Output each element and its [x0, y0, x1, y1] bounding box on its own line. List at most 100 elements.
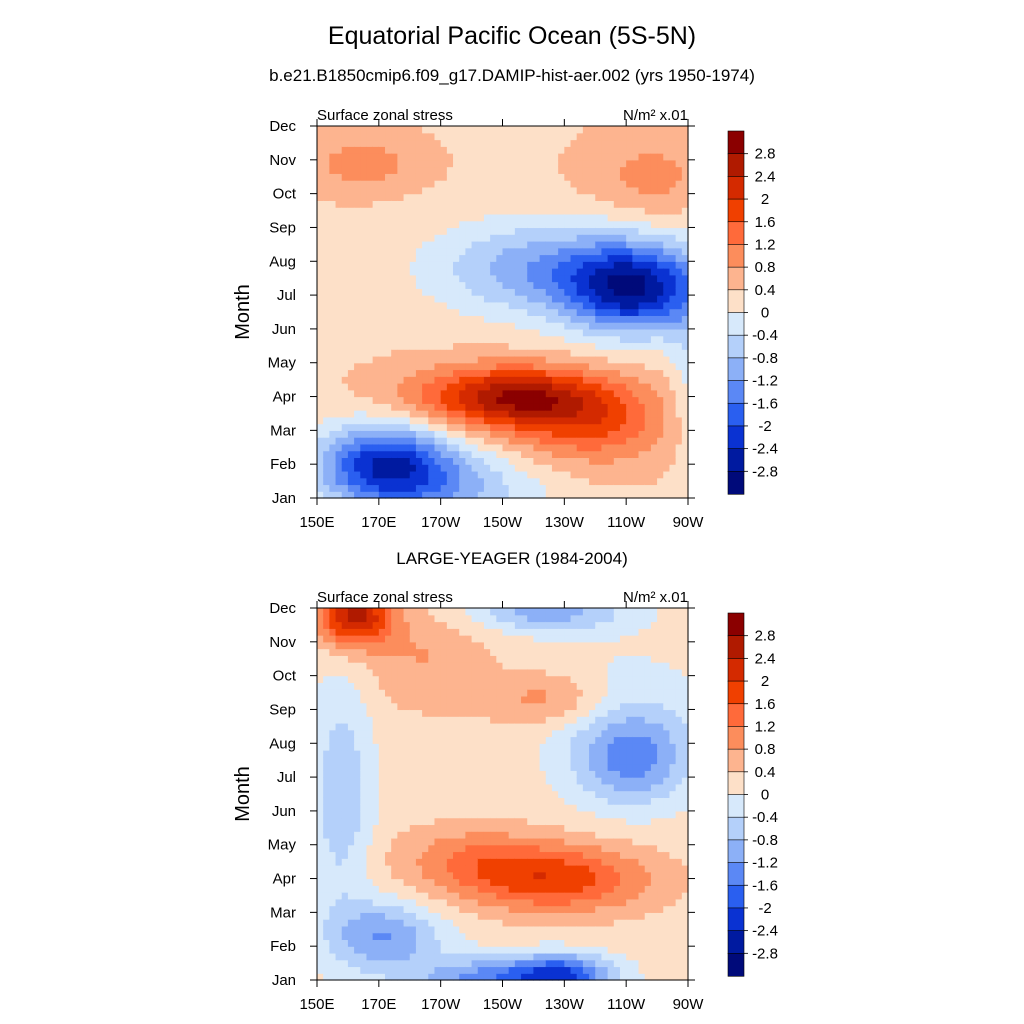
heat-cell — [440, 261, 448, 269]
heat-cell — [341, 450, 349, 459]
heat-cell — [341, 790, 349, 798]
heat-cell — [459, 763, 466, 771]
heat-cell — [391, 662, 398, 670]
heat-cell — [372, 159, 380, 168]
heat-cell — [403, 837, 411, 846]
heat-cell — [366, 608, 374, 616]
heat-cell — [551, 443, 559, 452]
heat-cell — [409, 308, 417, 316]
heat-cell — [335, 186, 343, 195]
heat-cell — [465, 932, 473, 941]
heat-cell — [477, 736, 485, 744]
heat-cell — [465, 450, 473, 459]
heat-cell — [619, 193, 627, 201]
heat-cell — [391, 797, 398, 805]
heat-cell — [483, 295, 491, 303]
heat-cell — [440, 689, 448, 697]
heat-cell — [459, 641, 466, 650]
heat-cell — [391, 878, 398, 886]
heat-cell — [576, 349, 584, 357]
heat-cell — [372, 139, 380, 147]
heat-cell — [632, 213, 640, 222]
heat-cell — [471, 308, 479, 316]
heat-cell — [576, 362, 584, 371]
heat-cell — [366, 810, 374, 819]
heat-cell — [323, 763, 330, 771]
heat-cell — [564, 159, 572, 168]
heat-cell — [385, 648, 392, 656]
heat-cell — [341, 635, 349, 643]
heat-cell — [428, 932, 436, 941]
heat-cell — [459, 912, 466, 920]
heat-cell — [372, 722, 380, 731]
heat-cell — [496, 491, 504, 499]
heat-cell — [453, 308, 460, 316]
heat-cell — [490, 770, 497, 778]
heat-cell — [347, 817, 355, 826]
heat-cell — [354, 389, 361, 398]
heat-cell — [490, 376, 497, 384]
heat-cell — [341, 641, 349, 650]
heat-cell — [440, 457, 448, 465]
heat-cell — [644, 139, 652, 147]
heat-cell — [323, 905, 330, 913]
heat-cell — [619, 254, 627, 262]
heat-cell — [422, 180, 429, 188]
heat-cell — [440, 484, 448, 492]
heat-cell — [650, 301, 658, 310]
heat-cell — [323, 288, 330, 296]
heat-cell — [576, 159, 584, 168]
heat-cell — [385, 234, 392, 242]
heat-cell — [490, 831, 497, 839]
heat-cell — [403, 709, 411, 717]
heat-cell — [465, 716, 473, 724]
heat-cell — [632, 477, 640, 486]
heat-cell — [378, 729, 386, 738]
heat-cell — [490, 925, 497, 934]
heat-cell — [360, 648, 368, 656]
heat-cell — [335, 702, 343, 711]
heat-cell — [613, 470, 621, 479]
heat-cell — [378, 315, 386, 323]
heat-cell — [576, 342, 584, 350]
heat-cell — [527, 234, 535, 242]
heat-cell — [403, 898, 411, 907]
heat-cell — [527, 295, 535, 303]
heat-cell — [440, 240, 448, 249]
heat-cell — [657, 322, 664, 330]
heat-cell — [422, 763, 429, 771]
heat-cell — [354, 777, 361, 785]
heat-cell — [459, 132, 466, 141]
heat-cell — [471, 430, 479, 438]
heat-cell — [440, 729, 448, 738]
heat-cell — [434, 180, 442, 188]
heat-cell — [397, 750, 405, 758]
heat-cell — [415, 477, 423, 486]
heat-cell — [514, 200, 522, 208]
heat-cell — [626, 207, 633, 215]
heat-cell — [551, 126, 559, 134]
heat-cell — [415, 261, 423, 269]
heat-cell — [403, 281, 411, 289]
heat-cell — [329, 635, 337, 643]
heat-cell — [533, 261, 541, 269]
heat-cell — [378, 126, 386, 134]
heat-cell — [465, 831, 473, 839]
heat-cell — [360, 491, 368, 499]
heat-cell — [483, 682, 491, 690]
heat-cell — [391, 470, 398, 479]
heat-cell — [403, 342, 411, 350]
heat-cell — [508, 457, 516, 465]
heat-cell — [391, 743, 398, 751]
heat-cell — [483, 675, 491, 683]
heat-cell — [372, 885, 380, 893]
heat-cell — [317, 804, 324, 812]
heat-cell — [409, 132, 417, 141]
heat-cell — [434, 959, 442, 968]
heat-cell — [341, 756, 349, 765]
heat-cell — [366, 464, 374, 472]
heat-cell — [638, 383, 646, 391]
heat-cell — [329, 729, 337, 738]
heat-cell — [403, 403, 411, 411]
heat-cell — [527, 389, 535, 398]
